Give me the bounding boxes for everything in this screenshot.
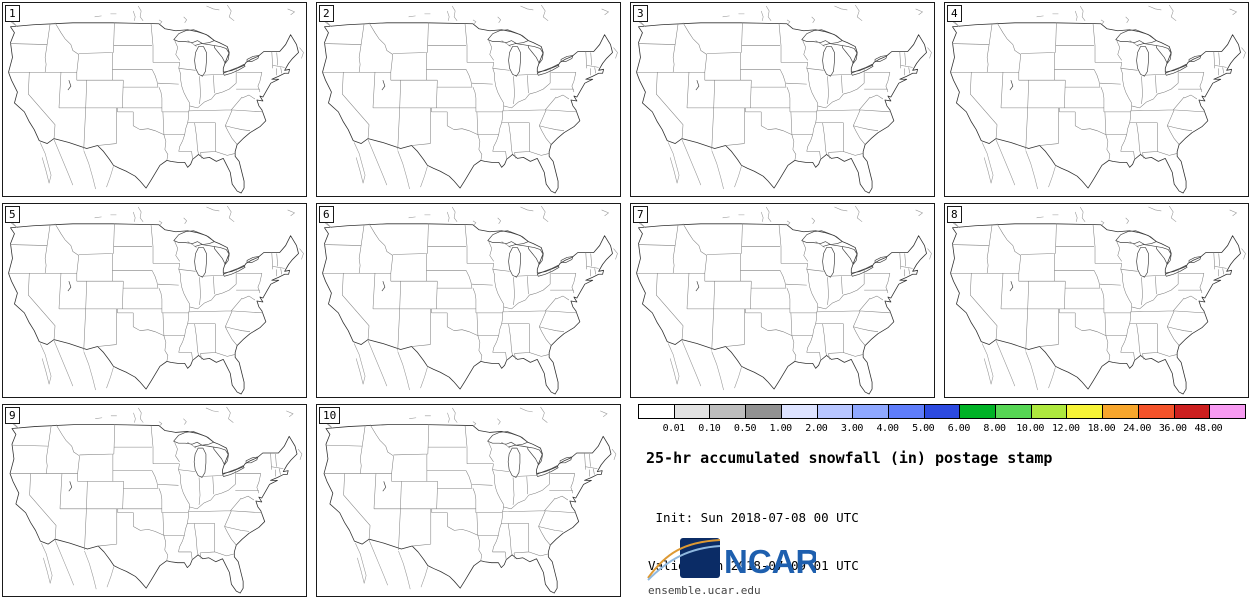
member-number-label: 7 bbox=[633, 206, 648, 223]
member-number-label: 3 bbox=[633, 5, 648, 22]
colorbar-segment bbox=[674, 405, 711, 418]
forecast-member-panel: 8 bbox=[944, 203, 1249, 398]
colorbar-tick-label: 6.00 bbox=[947, 423, 971, 434]
colorbar-segment bbox=[960, 405, 997, 418]
member-number-label: 5 bbox=[5, 206, 20, 223]
colorbar-segment bbox=[817, 405, 854, 418]
colorbar-segment bbox=[853, 405, 889, 418]
colorbar-segment bbox=[639, 405, 675, 418]
colorbar-tick-label: 10.00 bbox=[1016, 423, 1044, 434]
member-number-label: 8 bbox=[947, 206, 962, 223]
init-time: Init: Sun 2018-07-08 00 UTC bbox=[648, 510, 859, 525]
conus-map bbox=[320, 205, 618, 395]
member-number-label: 6 bbox=[319, 206, 334, 223]
member-number-label: 10 bbox=[319, 407, 341, 424]
conus-map bbox=[948, 205, 1246, 395]
colorbar-tick-label: 18.00 bbox=[1087, 423, 1116, 434]
forecast-member-panel: 5 bbox=[2, 203, 307, 398]
product-title: 25-hr accumulated snowfall (in) postage … bbox=[646, 449, 1053, 467]
colorbar-segment bbox=[996, 405, 1032, 418]
ncar-logo-arc-blue bbox=[647, 545, 721, 581]
conus-map bbox=[6, 205, 304, 395]
forecast-member-panel: 9 bbox=[2, 404, 307, 597]
forecast-member-panel: 3 bbox=[630, 2, 935, 197]
member-number-label: 2 bbox=[319, 5, 334, 22]
forecast-member-panel: 10 bbox=[316, 404, 621, 597]
colorbar bbox=[638, 404, 1246, 419]
colorbar-segment bbox=[1067, 405, 1104, 418]
ncar-logo-square bbox=[680, 538, 720, 578]
ncar-wordmark: NCAR bbox=[724, 543, 816, 580]
member-number-label: 1 bbox=[5, 5, 20, 22]
colorbar-tick-label: 4.00 bbox=[876, 423, 899, 434]
colorbar-segment bbox=[1210, 405, 1245, 418]
colorbar-segment bbox=[924, 405, 961, 418]
colorbar-tick-label: 0.01 bbox=[662, 423, 686, 434]
colorbar-tick-label: 1.00 bbox=[769, 423, 793, 434]
ncar-logo: NCAR bbox=[647, 538, 819, 581]
member-number-label: 9 bbox=[5, 407, 20, 424]
forecast-member-panel: 7 bbox=[630, 203, 935, 398]
colorbar-tick-label: 2.00 bbox=[805, 423, 828, 434]
conus-map bbox=[321, 406, 617, 594]
member-number-label: 4 bbox=[947, 5, 962, 22]
forecast-member-panel: 1 bbox=[2, 2, 307, 197]
colorbar-tick-label: 3.00 bbox=[840, 423, 864, 434]
colorbar-segment bbox=[1103, 405, 1139, 418]
colorbar-tick-label: 24.00 bbox=[1123, 423, 1151, 434]
colorbar-tick-label: 36.00 bbox=[1158, 423, 1187, 434]
colorbar-tick-label: 0.10 bbox=[698, 423, 721, 434]
branding-block: NCAR ensemble.ucar.edu bbox=[646, 535, 819, 597]
colorbar-segment bbox=[888, 405, 925, 418]
colorbar-segment bbox=[710, 405, 747, 418]
colorbar-ticks: 0.01 0.10 0.50 1.00 2.00 3.00 4.00 5.00 6.00 8.00… bbox=[638, 419, 1244, 436]
colorbar-tick-label: 8.00 bbox=[983, 423, 1006, 434]
conus-map bbox=[320, 4, 618, 194]
ncar-logo-arc-orange bbox=[647, 539, 721, 579]
legend: 0.01 0.10 0.50 1.00 2.00 3.00 4.00 5.00 6.00 8.00… bbox=[630, 404, 1250, 597]
colorbar-tick-label: 5.00 bbox=[912, 423, 935, 434]
conus-map bbox=[634, 4, 932, 194]
conus-map bbox=[948, 4, 1246, 194]
ensemble-url: ensemble.ucar.edu bbox=[648, 584, 761, 597]
conus-map bbox=[7, 406, 303, 594]
colorbar-segment bbox=[1174, 405, 1211, 418]
conus-map bbox=[634, 205, 932, 395]
colorbar-tick-label: 12.00 bbox=[1051, 423, 1080, 434]
forecast-member-panel: 6 bbox=[316, 203, 621, 398]
forecast-member-panel: 2 bbox=[316, 2, 621, 197]
colorbar-tick-label: 0.50 bbox=[733, 423, 757, 434]
forecast-member-panel: 4 bbox=[944, 2, 1249, 197]
colorbar-segment bbox=[746, 405, 782, 418]
conus-map bbox=[6, 4, 304, 194]
colorbar-segment bbox=[1138, 405, 1175, 418]
colorbar-tick-label: 48.00 bbox=[1194, 423, 1223, 434]
colorbar-segment bbox=[1031, 405, 1068, 418]
colorbar-segment bbox=[781, 405, 818, 418]
